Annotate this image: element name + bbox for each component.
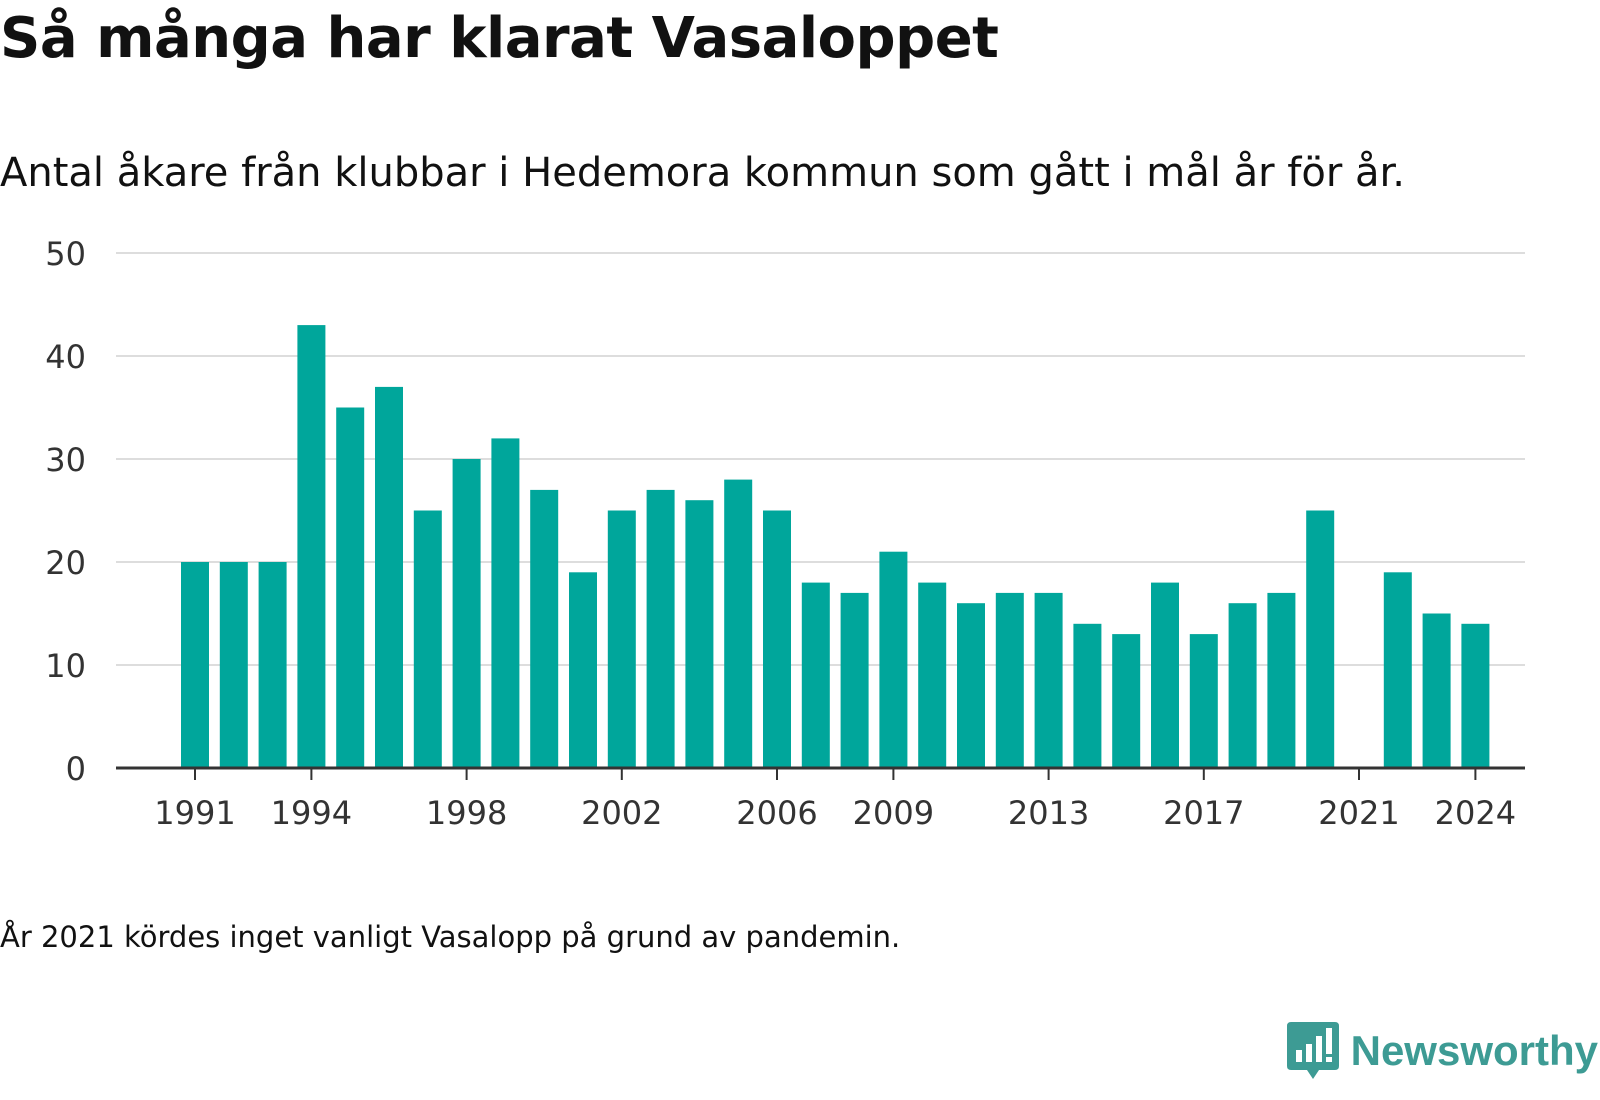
x-tick-label: 2006	[736, 794, 817, 832]
bar-2002	[607, 510, 636, 768]
x-tick-label: 2009	[853, 794, 934, 832]
bar-1995	[336, 407, 365, 768]
bar-1994	[297, 325, 326, 768]
footnote: År 2021 kördes inget vanligt Vasalopp på…	[0, 920, 901, 954]
bar-1999	[491, 438, 520, 768]
y-tick-label: 50	[45, 235, 86, 273]
x-tick-label: 2002	[581, 794, 662, 832]
bar-2018	[1228, 603, 1257, 768]
bar-1993	[258, 562, 287, 768]
y-tick-label: 40	[45, 338, 86, 376]
x-axis	[116, 766, 1525, 780]
x-tick-label: 2024	[1435, 794, 1516, 832]
bar-2023	[1422, 613, 1451, 768]
bar-2011	[957, 603, 985, 768]
bar-2014	[1073, 623, 1102, 768]
bar-2004	[685, 500, 714, 768]
bar-2009	[879, 551, 908, 768]
bar-2003	[646, 489, 675, 768]
bar-2007	[801, 582, 830, 768]
y-tick-label: 30	[45, 441, 86, 479]
newsworthy-logo-icon	[1286, 1022, 1339, 1079]
bar-2022	[1383, 572, 1412, 768]
bar-1991	[181, 562, 209, 768]
x-axis-labels: 1991 1994 1998 2002 2006 2009 2013 2017 2021 2024	[154, 794, 1516, 832]
bar-2010	[918, 582, 947, 768]
x-tick-label: 1998	[426, 794, 507, 832]
bar-1992	[219, 562, 248, 768]
bar-2000	[530, 489, 559, 768]
bar-2017	[1189, 634, 1218, 768]
bar-2024	[1461, 623, 1490, 768]
x-tick-label: 2017	[1163, 794, 1244, 832]
y-axis-labels: 0 10 20 30 40 50	[45, 235, 86, 788]
y-tick-label: 0	[66, 750, 86, 788]
x-tick-label: 2021	[1318, 794, 1399, 832]
bars	[181, 325, 1490, 768]
x-tick-label: 2013	[1008, 794, 1089, 832]
bar-2020	[1306, 510, 1335, 768]
bar-2015	[1112, 634, 1141, 768]
bar-2005	[724, 479, 753, 768]
bar-2016	[1151, 582, 1179, 768]
bar-2001	[569, 572, 597, 768]
bar-2008	[840, 592, 869, 768]
bar-1998	[452, 459, 481, 768]
chart-subtitle: Antal åkare från klubbar i Hedemora komm…	[0, 150, 1405, 196]
bar-1996	[375, 386, 403, 768]
bar-2012	[995, 592, 1024, 768]
bar-2006	[763, 510, 791, 768]
y-tick-label: 10	[45, 647, 86, 685]
brand-logo: Newsworthy	[1286, 1022, 1598, 1080]
bar-2019	[1267, 592, 1296, 768]
y-tick-label: 20	[45, 544, 86, 582]
x-tick-label: 1991	[154, 794, 235, 832]
brand-name: Newsworthy	[1350, 1027, 1598, 1074]
chart-title: Så många har klarat Vasaloppet	[0, 6, 999, 71]
bar-chart: 0 10 20 30 40 50 1991 1994 1998 2002 2006 2009 2013…	[45, 235, 1525, 832]
x-tick-label: 1994	[271, 794, 352, 832]
bar-1997	[413, 510, 442, 768]
bar-2013	[1034, 592, 1063, 768]
